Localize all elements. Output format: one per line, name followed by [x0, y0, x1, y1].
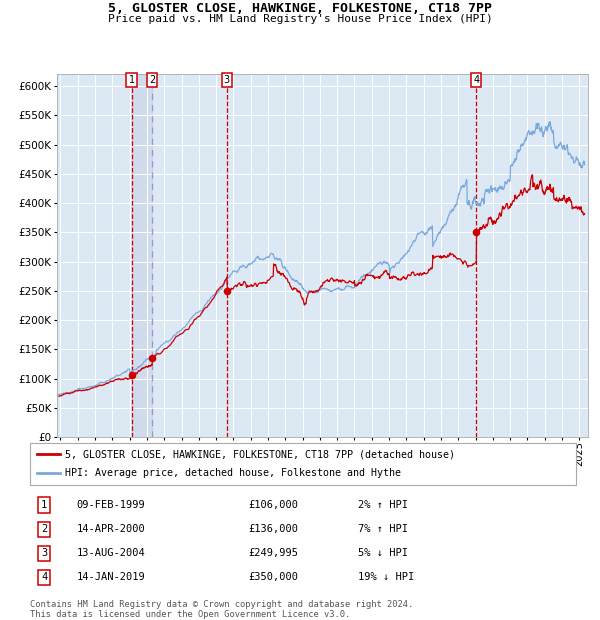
Text: 2: 2: [149, 75, 155, 85]
Text: £350,000: £350,000: [248, 572, 298, 583]
Text: 5, GLOSTER CLOSE, HAWKINGE, FOLKESTONE, CT18 7PP (detached house): 5, GLOSTER CLOSE, HAWKINGE, FOLKESTONE, …: [65, 449, 455, 459]
Text: 2% ↑ HPI: 2% ↑ HPI: [358, 500, 407, 510]
Text: 13-AUG-2004: 13-AUG-2004: [76, 549, 145, 559]
Text: Contains HM Land Registry data © Crown copyright and database right 2024.
This d: Contains HM Land Registry data © Crown c…: [30, 600, 413, 619]
Text: £249,995: £249,995: [248, 549, 298, 559]
Text: 14-JAN-2019: 14-JAN-2019: [76, 572, 145, 583]
Text: 3: 3: [41, 549, 47, 559]
Text: 5% ↓ HPI: 5% ↓ HPI: [358, 549, 407, 559]
Text: £106,000: £106,000: [248, 500, 298, 510]
Bar: [131, 74, 152, 437]
Text: Price paid vs. HM Land Registry's House Price Index (HPI): Price paid vs. HM Land Registry's House …: [107, 14, 493, 24]
Text: 2: 2: [41, 525, 47, 534]
Text: 4: 4: [41, 572, 47, 583]
Text: 1: 1: [41, 500, 47, 510]
Text: £136,000: £136,000: [248, 525, 298, 534]
Text: 5, GLOSTER CLOSE, HAWKINGE, FOLKESTONE, CT18 7PP: 5, GLOSTER CLOSE, HAWKINGE, FOLKESTONE, …: [108, 2, 492, 15]
Text: 4: 4: [473, 75, 479, 85]
Text: 7% ↑ HPI: 7% ↑ HPI: [358, 525, 407, 534]
Text: 09-FEB-1999: 09-FEB-1999: [76, 500, 145, 510]
Text: 3: 3: [224, 75, 230, 85]
Text: 1: 1: [128, 75, 134, 85]
Text: 19% ↓ HPI: 19% ↓ HPI: [358, 572, 414, 583]
Text: 14-APR-2000: 14-APR-2000: [76, 525, 145, 534]
Text: HPI: Average price, detached house, Folkestone and Hythe: HPI: Average price, detached house, Folk…: [65, 469, 401, 479]
